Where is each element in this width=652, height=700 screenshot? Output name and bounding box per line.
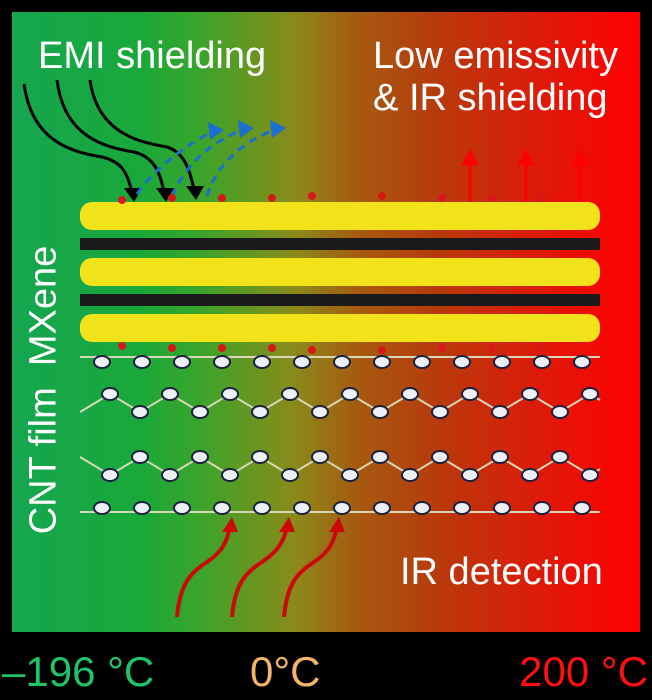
ir-detection-arrows-icon — [175, 526, 339, 618]
low-emissivity-line1: Low emissivity — [373, 35, 618, 77]
low-emissivity-line2: & IR shielding — [373, 76, 608, 119]
layer-side-label: CNT film MXene — [14, 190, 74, 590]
emi-reflected-arrows-icon — [135, 128, 275, 197]
side-label-text: CNT film MXene — [22, 245, 65, 535]
ir-detection-label: IR detection — [400, 551, 603, 593]
emi-shielding-label: EMI shielding — [38, 35, 267, 77]
temperature-gradient-panel: EMI shielding Low emissivity & IR shield… — [12, 12, 640, 632]
schematic-illustration — [22, 79, 601, 618]
temperature-min-label: –196 °C — [2, 648, 155, 695]
temperature-scale: –196 °C 0°C 200 °C — [0, 640, 652, 700]
emi-arrowheads-icon — [124, 186, 204, 202]
ir-emission-arrows-icon — [461, 148, 589, 202]
temperature-max-label: 200 °C — [519, 648, 648, 695]
temperature-mid-label: 0°C — [250, 648, 321, 695]
low-emissivity-label: Low emissivity & IR shielding — [373, 35, 618, 120]
cnt-atoms — [93, 355, 599, 515]
mxene-layer — [80, 192, 600, 354]
cnt-film-layer — [79, 356, 601, 513]
emi-incoming-arrows-icon — [22, 79, 196, 193]
